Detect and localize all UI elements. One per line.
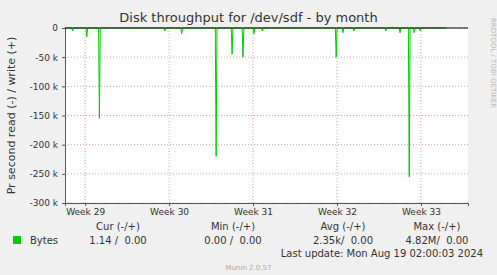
grid-line [65, 144, 468, 145]
legend-swatch [13, 236, 21, 244]
tick: Week 31 [234, 203, 273, 217]
x-axis: Week 29 Week 30 Week 31 Week 32 Week 33 [66, 203, 469, 217]
tick: Week 29 [66, 203, 105, 217]
tick-label: -300 k [30, 198, 59, 208]
tick-label: 0 [52, 23, 58, 33]
tick: -300 k [30, 198, 66, 208]
tick-mark [62, 116, 65, 117]
tick-mark [62, 145, 65, 146]
tick-mark [85, 203, 86, 206]
title: Disk throughput for /dev/sdf - by month [119, 10, 377, 25]
tick-mark [62, 203, 65, 204]
summary-header: Max (-/+) [413, 221, 460, 232]
tick-mark [421, 203, 422, 206]
tick: -100 k [30, 82, 66, 92]
tick-mark [62, 174, 65, 175]
axis-line [62, 29, 66, 204]
tick-mark [62, 57, 65, 58]
tick: -250 k [30, 169, 66, 179]
tick-label: -150 k [30, 111, 59, 121]
y-axis-title: Pr second read (-) / write (+) [5, 37, 18, 195]
summary-header: Cur (-/+) [96, 221, 140, 232]
summary-value: 2.35k/ 0.00 [313, 235, 373, 246]
summary-value: 1.14 / 0.00 [89, 235, 146, 246]
grid-line [65, 57, 468, 58]
tick: Week 32 [318, 203, 357, 217]
tick-mark [169, 203, 170, 206]
frame-line [65, 28, 468, 29]
background [0, 0, 497, 275]
grid-line [65, 86, 468, 87]
tick-label: -200 k [30, 140, 59, 150]
summary-value: 4.82M/ 0.00 [406, 235, 469, 246]
tick: -50 k [35, 53, 65, 63]
chart: Week 29 Week 30 Week 31 Week 32 Week 33 0 -50 … [0, 0, 497, 275]
tick-label: -100 k [30, 82, 59, 92]
axis-line [66, 204, 469, 207]
tick: -200 k [30, 140, 66, 150]
summary-value: 0.00 / 0.00 [204, 235, 261, 246]
watermark: RRDTOOL / TOBI OETIKER [489, 18, 497, 108]
tick-mark [253, 203, 254, 206]
tick-label: -250 k [30, 169, 59, 179]
tick-label: Week 29 [66, 207, 105, 217]
legend-label: Bytes [30, 235, 58, 246]
marks [65, 28, 446, 177]
grid-line [420, 28, 421, 203]
tick-label: Week 33 [402, 207, 441, 217]
tick: Week 30 [150, 203, 189, 217]
tick-label: Week 30 [150, 207, 189, 217]
summary-header: Avg (-/+) [321, 221, 366, 232]
grid-line [65, 115, 468, 116]
tick: 0 [52, 23, 65, 33]
grid-line [85, 28, 86, 203]
last-update: Last update: Mon Aug 19 02:00:03 2024 [281, 248, 483, 259]
summary-header: Min (-/+) [211, 221, 255, 232]
tick-mark [62, 28, 65, 29]
y-axis: 0 -50 k -100 k -150 k -200 k -250 k -300 k [30, 23, 66, 208]
tick-mark [337, 203, 338, 206]
tick-label: -50 k [35, 53, 59, 63]
tick-label: Week 32 [318, 207, 357, 217]
grid-line [169, 28, 170, 203]
footer: Munin 2.0.57 [226, 264, 272, 272]
tick: Week 33 [402, 203, 441, 217]
grid-line [253, 28, 254, 203]
tick-mark [62, 86, 65, 87]
grid [65, 28, 468, 203]
grid-line [65, 28, 468, 29]
tick-label: Week 31 [234, 207, 273, 217]
series-line [65, 28, 446, 177]
plot-area [65, 28, 468, 203]
grid-line [65, 173, 468, 174]
tick: -150 k [30, 111, 66, 121]
